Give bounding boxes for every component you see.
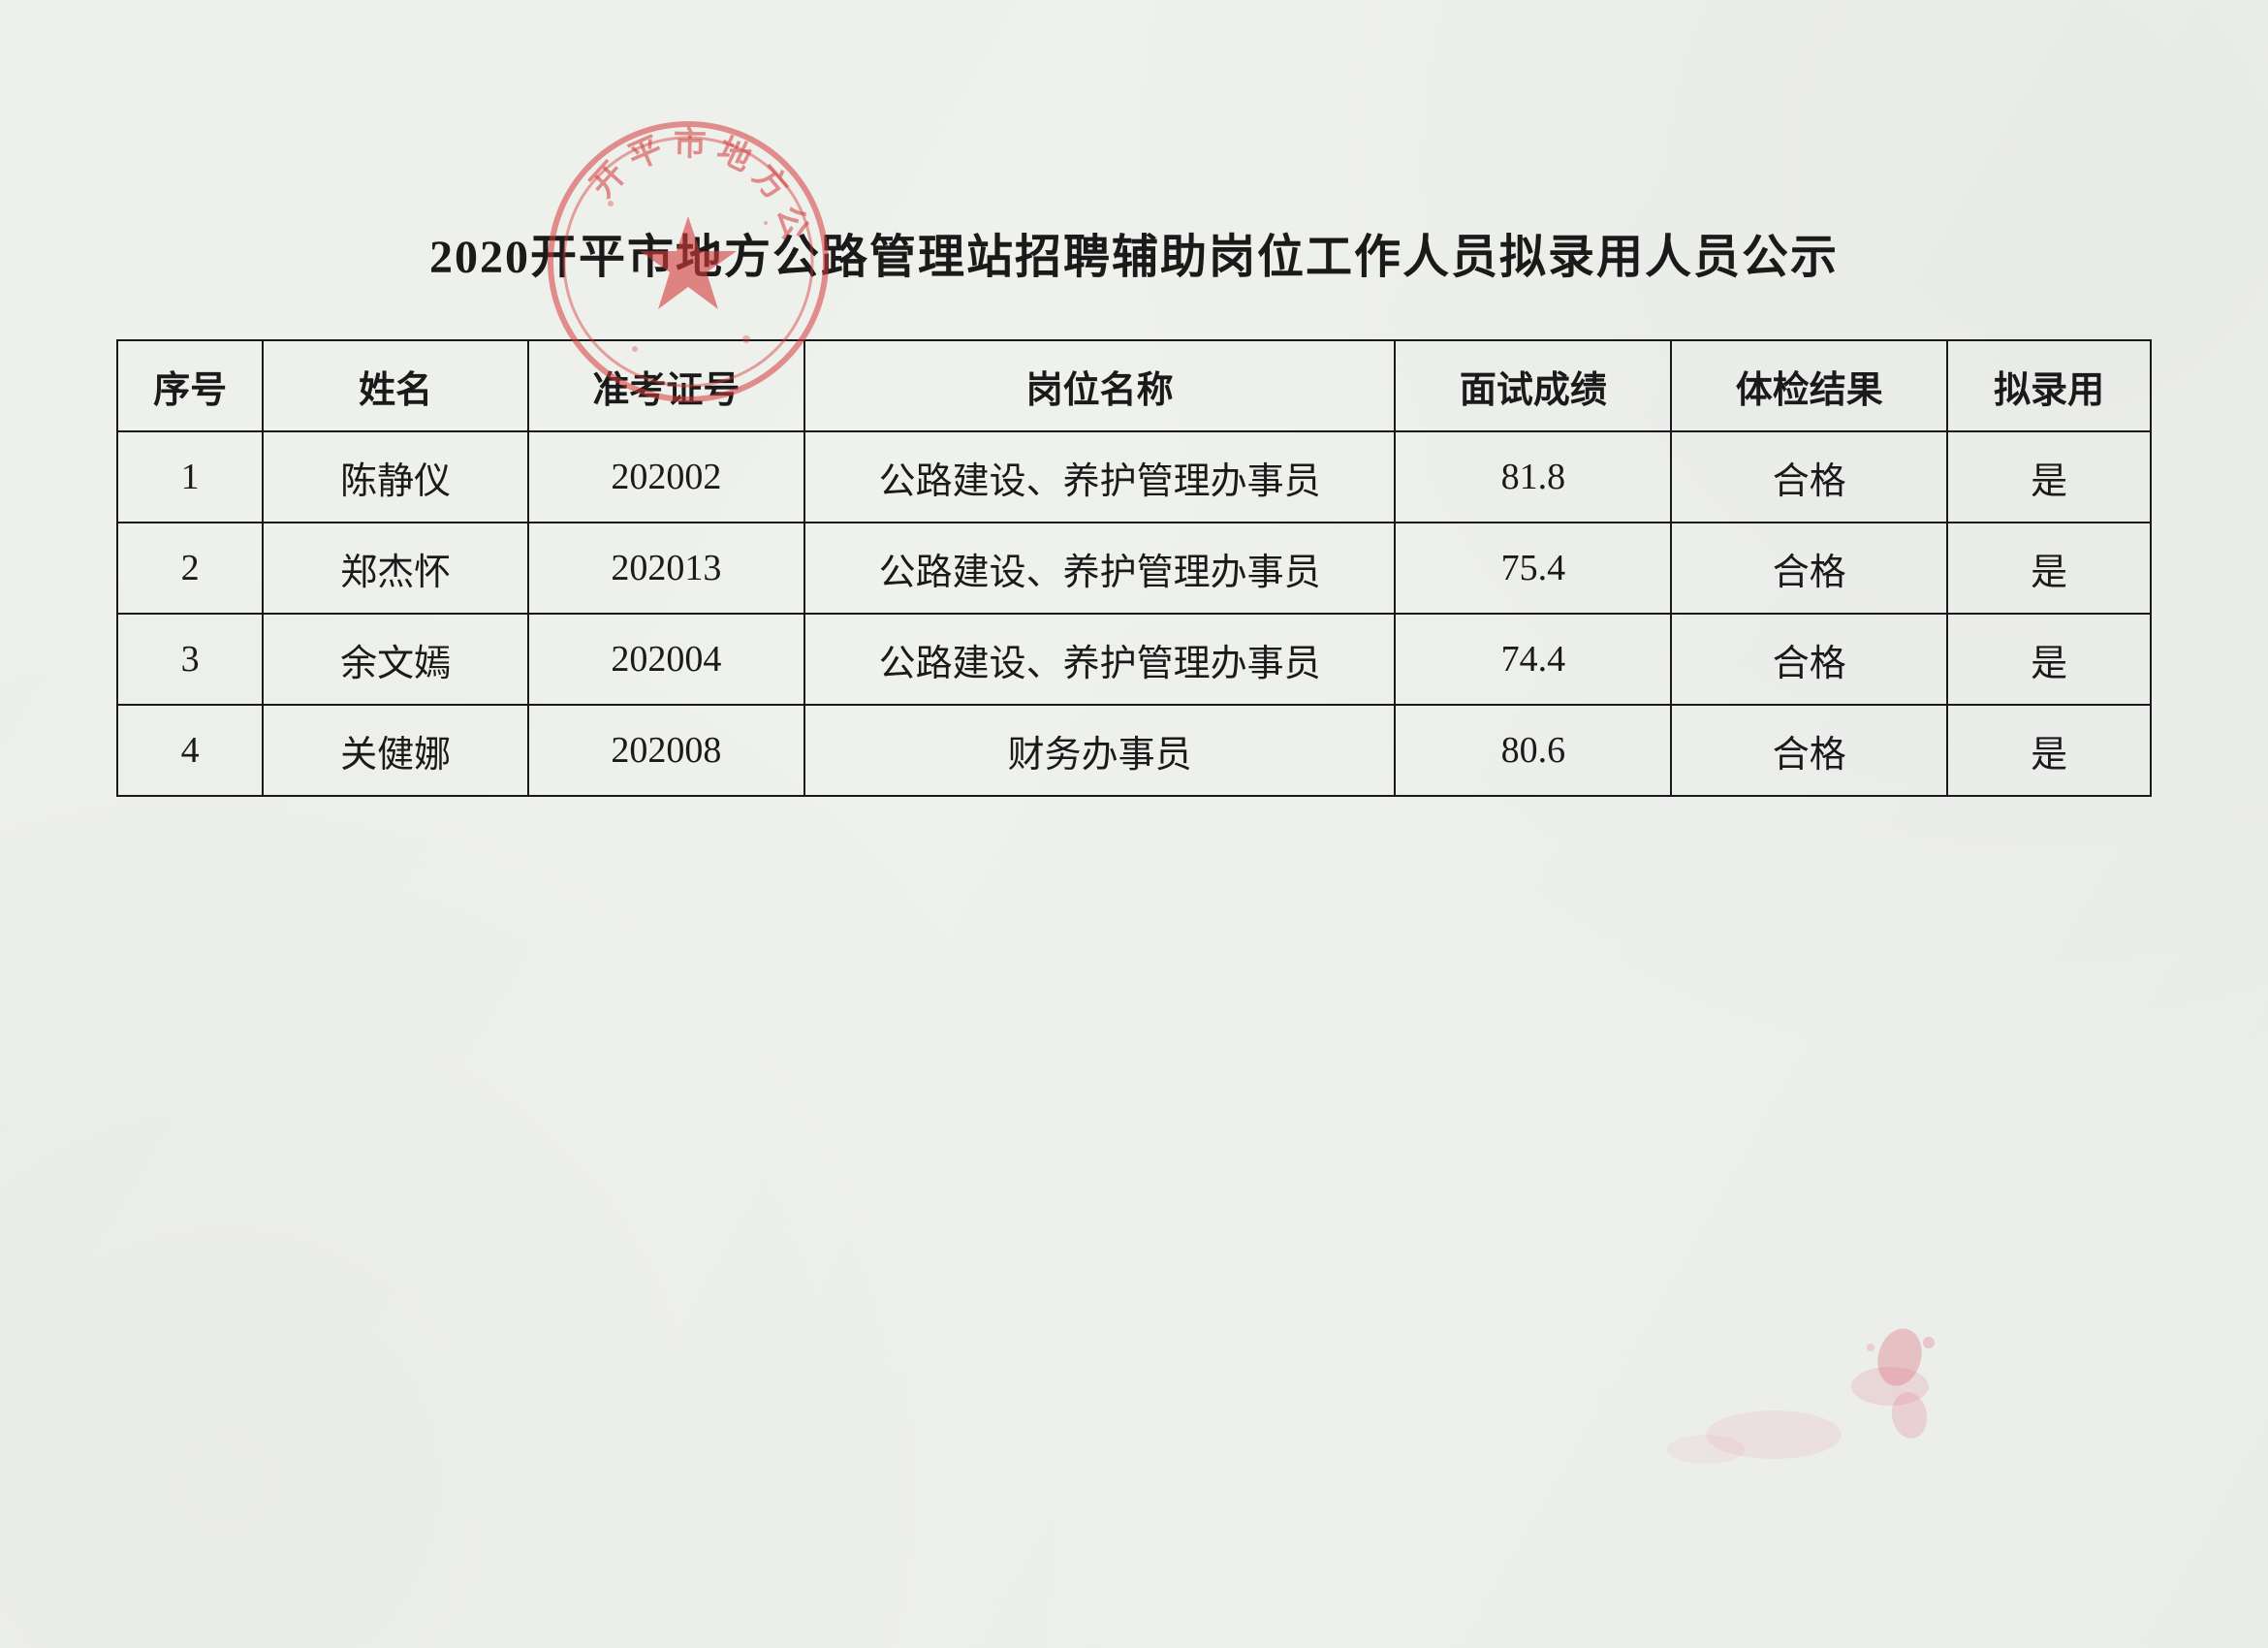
table-row: 3 余文嫣 202004 公路建设、养护管理办事员 74.4 合格 是 xyxy=(117,614,2151,705)
cell-index: 3 xyxy=(117,614,263,705)
cell-examno: 202013 xyxy=(528,523,804,614)
cell-name: 关健娜 xyxy=(263,705,528,796)
cell-phys: 合格 xyxy=(1671,431,1947,523)
cell-post: 公路建设、养护管理办事员 xyxy=(804,614,1396,705)
cell-score: 75.4 xyxy=(1395,523,1671,614)
cell-score: 81.8 xyxy=(1395,431,1671,523)
table-header-row: 序号 姓名 准考证号 岗位名称 面试成绩 体检结果 拟录用 xyxy=(117,340,2151,431)
cell-post: 公路建设、养护管理办事员 xyxy=(804,431,1396,523)
cell-index: 4 xyxy=(117,705,263,796)
header-examno: 准考证号 xyxy=(528,340,804,431)
cell-score: 80.6 xyxy=(1395,705,1671,796)
cell-examno: 202008 xyxy=(528,705,804,796)
cell-phys: 合格 xyxy=(1671,614,1947,705)
cell-hire: 是 xyxy=(1947,705,2151,796)
document-title: 2020开平市地方公路管理站招聘辅助岗位工作人员拟录用人员公示 xyxy=(0,218,2268,286)
results-table-container: 序号 姓名 准考证号 岗位名称 面试成绩 体检结果 拟录用 1 陈静仪 2020… xyxy=(116,339,2152,797)
header-phys: 体检结果 xyxy=(1671,340,1947,431)
table-row: 1 陈静仪 202002 公路建设、养护管理办事员 81.8 合格 是 xyxy=(117,431,2151,523)
header-score: 面试成绩 xyxy=(1395,340,1671,431)
cell-post: 公路建设、养护管理办事员 xyxy=(804,523,1396,614)
cell-hire: 是 xyxy=(1947,431,2151,523)
header-post: 岗位名称 xyxy=(804,340,1396,431)
cell-score: 74.4 xyxy=(1395,614,1671,705)
header-hire: 拟录用 xyxy=(1947,340,2151,431)
cell-index: 1 xyxy=(117,431,263,523)
cell-hire: 是 xyxy=(1947,523,2151,614)
header-index: 序号 xyxy=(117,340,263,431)
cell-name: 余文嫣 xyxy=(263,614,528,705)
table-row: 2 郑杰怀 202013 公路建设、养护管理办事员 75.4 合格 是 xyxy=(117,523,2151,614)
cell-name: 郑杰怀 xyxy=(263,523,528,614)
document-page: 开 平 市 地 方 公 路 管 2020开平市地方公路管理站招聘辅助岗位工作人员… xyxy=(0,0,2268,1648)
cell-name: 陈静仪 xyxy=(263,431,528,523)
ink-smudge xyxy=(1648,1289,1997,1522)
cell-phys: 合格 xyxy=(1671,705,1947,796)
cell-hire: 是 xyxy=(1947,614,2151,705)
cell-index: 2 xyxy=(117,523,263,614)
cell-phys: 合格 xyxy=(1671,523,1947,614)
cell-post: 财务办事员 xyxy=(804,705,1396,796)
cell-examno: 202004 xyxy=(528,614,804,705)
results-table: 序号 姓名 准考证号 岗位名称 面试成绩 体检结果 拟录用 1 陈静仪 2020… xyxy=(116,339,2152,797)
header-name: 姓名 xyxy=(263,340,528,431)
table-body: 1 陈静仪 202002 公路建设、养护管理办事员 81.8 合格 是 2 郑杰… xyxy=(117,431,2151,796)
table-row: 4 关健娜 202008 财务办事员 80.6 合格 是 xyxy=(117,705,2151,796)
cell-examno: 202002 xyxy=(528,431,804,523)
